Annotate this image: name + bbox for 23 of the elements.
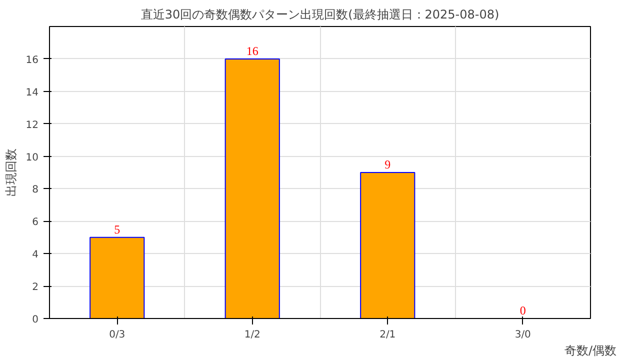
data-label: 5 bbox=[114, 222, 120, 236]
x-tick-label: 2/1 bbox=[380, 330, 396, 340]
bar bbox=[224, 58, 280, 318]
x-tick-label: 1/2 bbox=[244, 330, 260, 340]
data-label: 9 bbox=[384, 158, 391, 172]
y-tick-label: 16 bbox=[26, 54, 39, 66]
x-tick-label: 3/0 bbox=[514, 330, 531, 340]
y-tick-label: 12 bbox=[26, 120, 39, 131]
y-tick-label: 6 bbox=[32, 217, 39, 228]
y-axis-title: 出現回数 bbox=[4, 148, 18, 196]
x-axis-title: 奇数/偶数 bbox=[564, 344, 617, 358]
bar bbox=[90, 236, 145, 318]
y-tick-label: 14 bbox=[26, 87, 39, 98]
x-tick-label: 0/3 bbox=[109, 330, 126, 340]
y-tick-label: 10 bbox=[26, 152, 39, 164]
y-tick-label: 8 bbox=[32, 184, 39, 196]
data-label: 16 bbox=[246, 44, 258, 58]
y-tick-label: 2 bbox=[32, 282, 39, 294]
y-tick-label: 0 bbox=[32, 314, 39, 326]
chart-title: 直近30回の奇数偶数パターン出現回数(最終抽選日：2025-08-08) bbox=[140, 8, 500, 22]
data-label: 0 bbox=[520, 304, 526, 318]
y-tick-label: 4 bbox=[32, 250, 39, 261]
bar bbox=[360, 172, 416, 318]
